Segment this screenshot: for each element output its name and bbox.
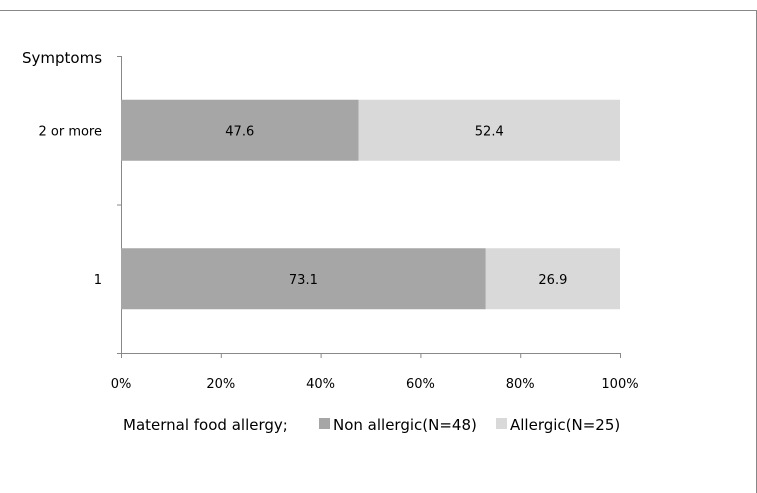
x-tick-label: 20% (206, 377, 235, 392)
legend: Maternal food allergy; Non allergic(N=48… (123, 416, 620, 434)
x-tick-label: 0% (111, 377, 132, 392)
bar-non-allergic-0 (121, 99, 359, 161)
data-label: 73.1 (289, 273, 318, 288)
legend-title: Maternal food allergy; (123, 416, 288, 434)
x-tick-label: 80% (506, 377, 535, 392)
y-axis-title: Symptoms (22, 49, 102, 67)
bar-non-allergic-1 (121, 248, 486, 310)
x-tick-label: 60% (406, 377, 435, 392)
data-label: 52.4 (475, 124, 504, 139)
category-label: 2 or more (38, 124, 102, 139)
bar-allergic-1 (485, 248, 620, 310)
legend-swatch-allergic (496, 418, 507, 429)
data-label: 26.9 (538, 273, 567, 288)
legend-label-non-allergic: Non allergic(N=48) (333, 416, 477, 434)
bar-allergic-0 (358, 99, 620, 161)
x-tick-label: 100% (601, 377, 638, 392)
category-label: 1 (94, 273, 102, 288)
data-label: 47.6 (225, 124, 254, 139)
legend-label-allergic: Allergic(N=25) (510, 416, 620, 434)
x-tick-label: 40% (306, 377, 335, 392)
legend-swatch-non-allergic (319, 418, 330, 429)
